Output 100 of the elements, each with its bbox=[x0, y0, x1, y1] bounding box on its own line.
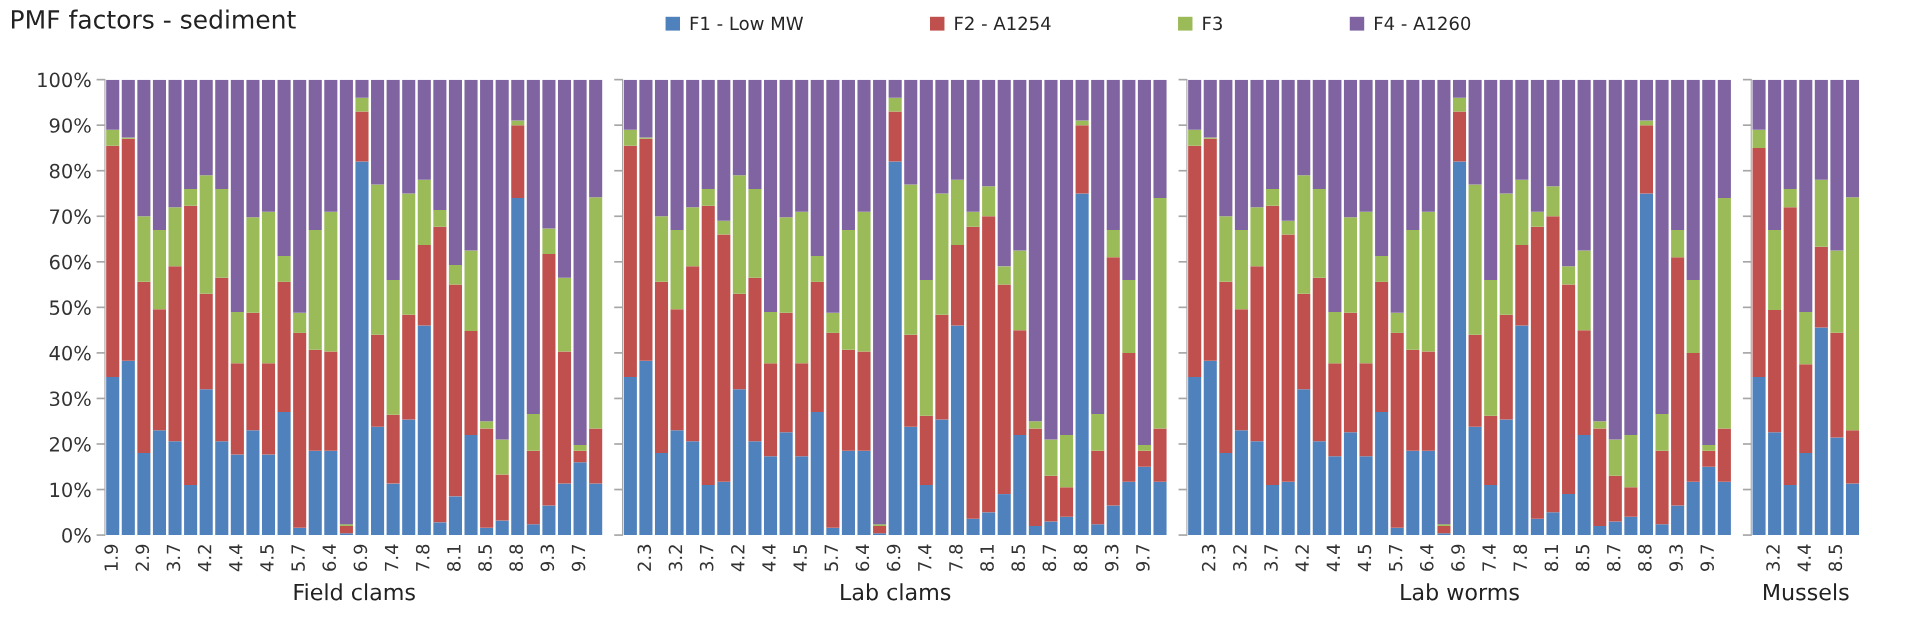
bar bbox=[1562, 284, 1576, 495]
bar bbox=[795, 79, 809, 212]
bar bbox=[1281, 481, 1295, 536]
bar bbox=[888, 111, 902, 162]
x-tick-label: 6.9 bbox=[353, 544, 368, 571]
bar bbox=[1390, 527, 1404, 536]
bar bbox=[904, 184, 918, 335]
bar bbox=[1799, 453, 1813, 536]
bar bbox=[670, 309, 684, 431]
bar bbox=[810, 412, 824, 536]
bar bbox=[919, 280, 933, 416]
y-tick-label: 90% bbox=[49, 118, 91, 133]
legend-label: F1 - Low MW bbox=[690, 16, 804, 31]
bar bbox=[1624, 79, 1638, 435]
bar bbox=[230, 311, 244, 364]
bar bbox=[857, 351, 871, 451]
bar bbox=[997, 266, 1011, 285]
bar bbox=[997, 79, 1011, 267]
x-axis-title: Field clams bbox=[294, 583, 415, 601]
bar bbox=[230, 454, 244, 536]
bar bbox=[966, 226, 980, 519]
bar bbox=[1437, 525, 1451, 534]
bar bbox=[168, 207, 182, 267]
bar bbox=[1250, 79, 1264, 208]
bar bbox=[1297, 175, 1311, 294]
bar bbox=[277, 281, 291, 413]
bar bbox=[888, 79, 902, 98]
bar bbox=[511, 198, 525, 536]
bar bbox=[215, 277, 229, 442]
bar bbox=[1639, 125, 1654, 194]
bar bbox=[480, 428, 494, 528]
x-tick-label: 3.7 bbox=[699, 544, 714, 571]
bar bbox=[1499, 193, 1513, 315]
bar bbox=[1845, 79, 1860, 198]
bar bbox=[639, 79, 653, 138]
x-tick-label: 4.5 bbox=[793, 544, 807, 572]
bar bbox=[1845, 483, 1860, 536]
bar bbox=[1845, 197, 1860, 431]
bar bbox=[1421, 450, 1435, 536]
bar bbox=[293, 312, 307, 333]
bar bbox=[1484, 484, 1498, 536]
bar bbox=[1060, 434, 1074, 488]
bar bbox=[121, 79, 135, 138]
x-tick-label: 4.4 bbox=[1797, 544, 1811, 572]
bar bbox=[1530, 518, 1544, 536]
bar bbox=[433, 522, 447, 536]
bar bbox=[748, 188, 762, 278]
bar bbox=[277, 412, 291, 536]
bar bbox=[1752, 129, 1766, 148]
bar bbox=[950, 79, 965, 180]
bar bbox=[1814, 246, 1828, 328]
bar bbox=[764, 311, 778, 364]
bar bbox=[1752, 377, 1766, 536]
bar bbox=[639, 360, 653, 536]
bar bbox=[1686, 481, 1700, 536]
x-tick-label: 4.5 bbox=[1357, 544, 1372, 572]
bar bbox=[1359, 363, 1373, 457]
bar bbox=[1814, 327, 1828, 536]
bar bbox=[1091, 79, 1105, 414]
bar bbox=[1671, 257, 1685, 506]
bar bbox=[1281, 79, 1295, 221]
bar bbox=[701, 79, 715, 189]
bar bbox=[857, 211, 871, 352]
bar bbox=[670, 79, 684, 230]
bar bbox=[261, 211, 276, 364]
bar bbox=[1655, 413, 1669, 451]
bar bbox=[1845, 430, 1860, 484]
bar bbox=[1297, 293, 1311, 390]
bar bbox=[966, 79, 980, 212]
bar bbox=[1153, 481, 1167, 536]
bar bbox=[1593, 428, 1607, 526]
bar bbox=[1137, 466, 1151, 536]
bar bbox=[1702, 466, 1716, 536]
bar bbox=[1375, 255, 1389, 282]
bar bbox=[1281, 234, 1295, 482]
bar bbox=[433, 79, 447, 210]
bar bbox=[355, 161, 369, 536]
bar bbox=[623, 377, 637, 536]
bar bbox=[1328, 311, 1342, 364]
bar bbox=[1234, 430, 1248, 536]
bar bbox=[495, 439, 509, 475]
bar bbox=[1608, 79, 1622, 440]
bar bbox=[1830, 250, 1844, 333]
bar bbox=[623, 79, 637, 130]
bar bbox=[386, 483, 400, 536]
bar bbox=[1562, 79, 1576, 267]
bar bbox=[1530, 226, 1544, 519]
bar bbox=[589, 197, 603, 429]
x-tick-label: 9.7 bbox=[1700, 544, 1715, 571]
bar bbox=[1075, 125, 1089, 194]
x-tick-label: 6.9 bbox=[1451, 544, 1465, 571]
bar bbox=[935, 79, 949, 194]
bar bbox=[557, 277, 572, 352]
x-axis-title: Lab clams bbox=[841, 583, 951, 601]
bar bbox=[199, 79, 213, 176]
bar bbox=[1044, 439, 1058, 476]
bar bbox=[826, 332, 840, 528]
bar bbox=[748, 441, 762, 536]
chart-title: PMF factors - sediment bbox=[11, 9, 296, 29]
bar bbox=[826, 527, 840, 536]
